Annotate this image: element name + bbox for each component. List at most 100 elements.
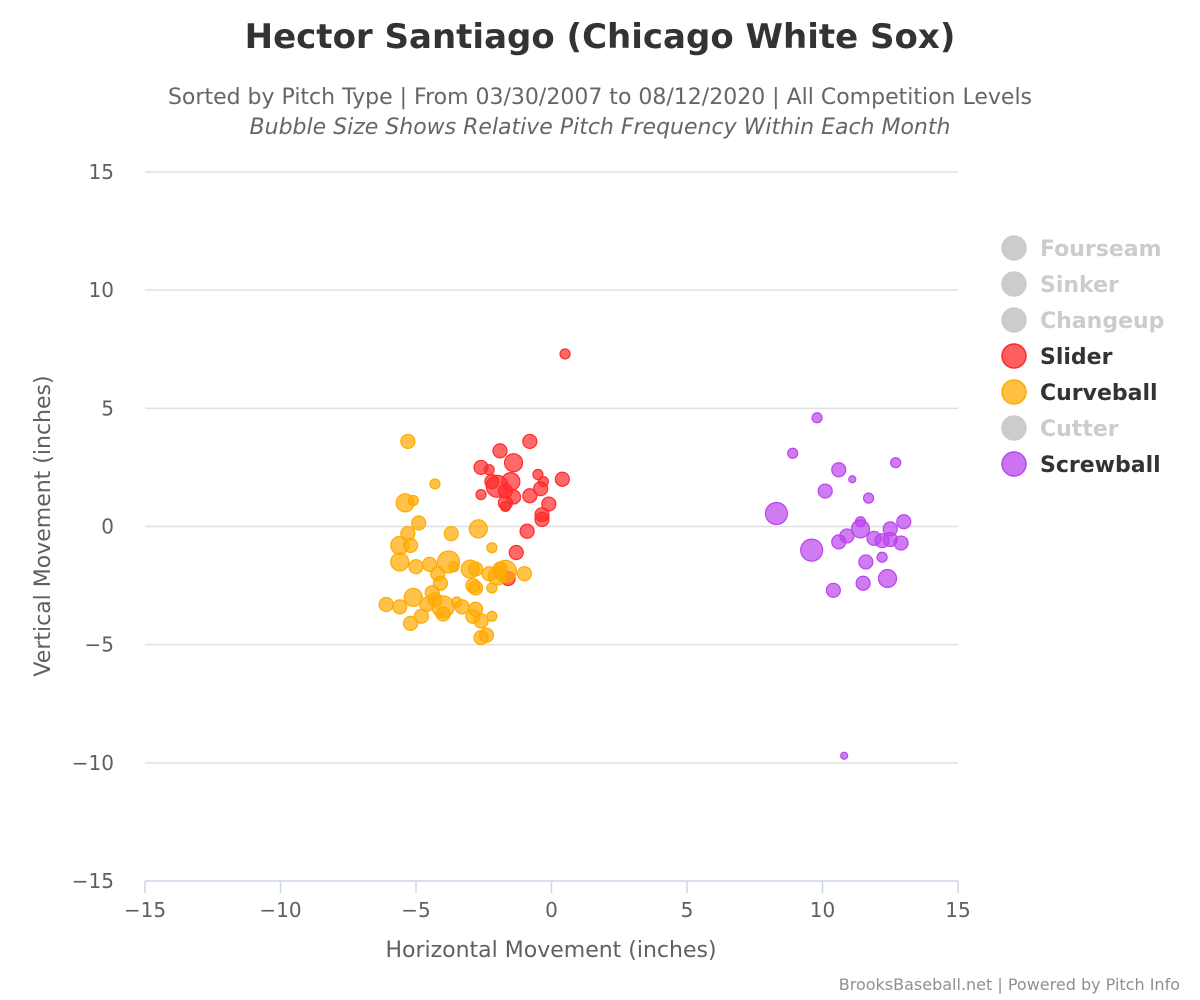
screwball-point[interactable] [890, 457, 902, 469]
legend-marker [1001, 307, 1027, 333]
screwball-point[interactable] [764, 501, 789, 526]
legend: Fourseam Sinker Changeup Slider Curveball Cut… [1001, 235, 1164, 478]
screwball-point[interactable] [840, 751, 849, 760]
legend-item-screwball[interactable]: Screwball [1001, 451, 1161, 478]
curveball-point[interactable] [429, 478, 441, 490]
x-tick-label: 5 [681, 898, 694, 922]
chart-subtitle: Sorted by Pitch Type | From 03/30/2007 t… [168, 85, 1032, 110]
legend-label: Slider [1040, 345, 1113, 370]
screwball-point[interactable] [893, 535, 909, 551]
legend-item-changeup[interactable]: Changeup [1001, 307, 1164, 334]
x-tick-label: 10 [810, 898, 835, 922]
y-tick-label: −15 [72, 869, 114, 893]
curveball-point[interactable] [486, 542, 498, 554]
x-tick-label: 0 [545, 898, 558, 922]
legend-marker [1001, 235, 1027, 261]
curveball-point[interactable] [468, 519, 488, 539]
legend-marker [1001, 271, 1027, 297]
screwball-point[interactable] [811, 412, 823, 424]
slider-point[interactable] [499, 500, 512, 513]
legend-label: Changeup [1040, 309, 1164, 334]
slider-point[interactable] [492, 443, 508, 459]
curveball-point[interactable] [487, 566, 507, 586]
curveball-point[interactable] [390, 552, 410, 572]
axis-layer: 15 10 5 0 −5 −10 −15 −15 −10 −5 0 5 10 15 [72, 160, 971, 922]
curveball-point[interactable] [468, 580, 484, 596]
screwball-point[interactable] [825, 582, 841, 598]
y-tick-label: −5 [85, 633, 114, 657]
credits[interactable]: BrooksBaseball.net | Powered by Pitch In… [839, 975, 1180, 994]
grid-layer [145, 171, 958, 764]
curveball-point[interactable] [402, 615, 419, 631]
legend-item-slider[interactable]: Slider [1001, 343, 1113, 370]
legend-label: Cutter [1040, 417, 1119, 442]
slider-point[interactable] [475, 488, 487, 501]
screwball-point[interactable] [831, 462, 847, 478]
legend-label: Curveball [1040, 381, 1158, 406]
curveball-point[interactable] [411, 515, 427, 531]
curveball-point[interactable] [403, 587, 423, 608]
screwball-point[interactable] [817, 483, 833, 499]
slider-point[interactable] [559, 348, 571, 360]
x-tick-label: 15 [945, 898, 970, 922]
y-tick-label: 5 [101, 396, 114, 420]
legend-marker [1001, 415, 1027, 441]
legend-item-fourseam[interactable]: Fourseam [1001, 235, 1162, 262]
screwball-point[interactable] [787, 447, 799, 459]
curveball-point[interactable] [400, 433, 416, 450]
x-axis-title: Horizontal Movement (inches) [385, 938, 716, 963]
slider-point[interactable] [519, 523, 535, 539]
legend-item-sinker[interactable]: Sinker [1001, 271, 1119, 298]
curveball-point[interactable] [486, 582, 498, 594]
curveball-point[interactable] [448, 561, 460, 573]
point-layer [378, 348, 912, 760]
slider-point[interactable] [533, 481, 549, 497]
legend-label: Fourseam [1040, 237, 1162, 262]
curveball-point[interactable] [392, 599, 408, 615]
screwball-point[interactable] [874, 533, 890, 549]
curveball-point[interactable] [468, 561, 484, 577]
y-axis-title: Vertical Movement (inches) [31, 375, 56, 676]
legend-item-cutter[interactable]: Cutter [1001, 415, 1119, 442]
curveball-point[interactable] [408, 559, 424, 575]
slider-point[interactable] [508, 544, 524, 561]
slider-point[interactable] [554, 471, 570, 487]
curveball-point[interactable] [407, 494, 419, 507]
screwball-point[interactable] [855, 575, 871, 591]
screwball-point[interactable] [877, 568, 898, 589]
slider-point[interactable] [534, 511, 550, 528]
curveball-point[interactable] [516, 566, 533, 582]
screwball-point[interactable] [858, 554, 874, 570]
screwball-point[interactable] [862, 492, 875, 504]
screwball-point[interactable] [831, 534, 847, 550]
screwball-point[interactable] [896, 514, 912, 530]
screwball-point[interactable] [800, 538, 824, 562]
slider-point[interactable] [503, 453, 524, 473]
curveball-point[interactable] [435, 606, 451, 622]
legend-marker [1001, 379, 1027, 405]
slider-point[interactable] [541, 496, 557, 512]
series-curveball [378, 433, 533, 646]
screwball-point[interactable] [848, 475, 857, 484]
curveball-point[interactable] [473, 629, 489, 646]
legend-item-curveball[interactable]: Curveball [1001, 379, 1158, 406]
slider-point[interactable] [522, 433, 538, 450]
chart-subtitle-bubble-note: Bubble Size Shows Relative Pitch Frequen… [250, 115, 951, 140]
curveball-point[interactable] [443, 525, 459, 542]
y-tick-label: −10 [72, 751, 114, 775]
curveball-point[interactable] [473, 613, 489, 629]
curveball-point[interactable] [402, 537, 419, 554]
y-tick-label: 15 [89, 160, 114, 184]
screwball-point[interactable] [850, 519, 871, 539]
series-screwball [764, 412, 912, 760]
slider-point[interactable] [483, 464, 495, 476]
chart-title: Hector Santiago (Chicago White Sox) [245, 17, 956, 57]
slider-point[interactable] [522, 488, 538, 504]
x-tick-label: −10 [259, 898, 301, 922]
curveball-point[interactable] [413, 608, 430, 624]
curveball-point[interactable] [378, 596, 394, 613]
legend-label: Screwball [1040, 453, 1161, 478]
screwball-point[interactable] [876, 551, 888, 563]
